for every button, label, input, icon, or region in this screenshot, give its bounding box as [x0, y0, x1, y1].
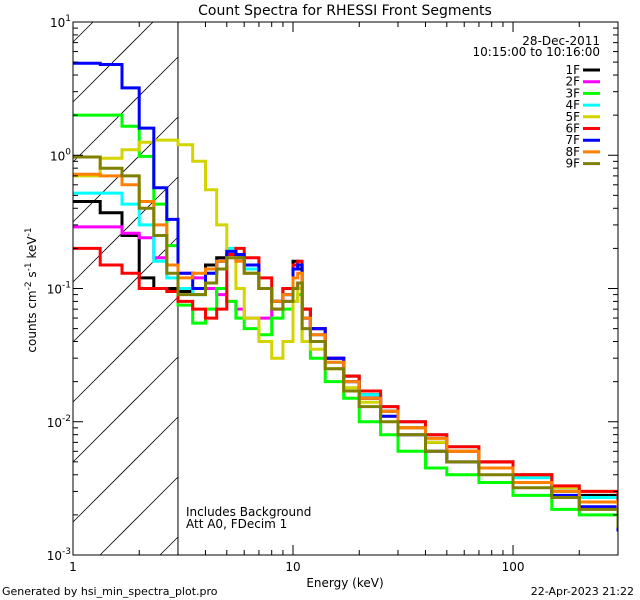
series-9F	[73, 155, 618, 528]
legend-label-8F: 8F	[565, 145, 580, 159]
legend-label-9F: 9F	[565, 157, 580, 171]
y-tick-label: 101	[50, 14, 71, 30]
series-7F	[73, 61, 618, 532]
hatch-line	[72, 176, 179, 283]
hatch-line	[72, 356, 179, 463]
legend-label-3F: 3F	[565, 86, 580, 100]
x-axis-label: Energy (keV)	[306, 576, 383, 590]
y-axis-label: counts cm-2 s-1 keV-1	[24, 227, 39, 352]
axis-ticks	[72, 22, 619, 556]
hatch-line	[72, 296, 179, 403]
hatch-line	[72, 236, 179, 343]
chart-title: Count Spectra for RHESSI Front Segments	[198, 3, 492, 19]
time-range-label: 10:15:00 to 10:16:00	[473, 45, 600, 59]
footer-generated-by: Generated by hsi_min_spectra_plot.pro	[2, 585, 218, 598]
legend-label-6F: 6F	[565, 122, 580, 136]
footer-timestamp: 22-Apr-2023 21:22	[531, 585, 634, 598]
annotation-attenuator: Att A0, FDecim 1	[186, 517, 287, 531]
hatch-line	[72, 21, 154, 103]
hatch-line	[72, 56, 179, 163]
legend-label-5F: 5F	[565, 110, 580, 124]
x-tick-label: 100	[502, 560, 525, 574]
series-6F	[73, 246, 618, 510]
hatch-line	[72, 21, 94, 43]
y-tick-label: 10-1	[47, 281, 71, 297]
legend-label-7F: 7F	[565, 133, 580, 147]
legend-label-4F: 4F	[565, 98, 580, 112]
hatch-line	[72, 116, 179, 223]
annotation-background: Includes Background	[186, 505, 311, 519]
y-tick-label: 100	[50, 147, 71, 163]
hatch-line	[159, 536, 179, 556]
y-tick-label: 10-2	[47, 414, 71, 430]
series-group	[73, 61, 618, 532]
x-tick-label: 10	[285, 560, 300, 574]
hatch-line	[72, 416, 179, 523]
date-label: 28-Dec-2011	[522, 34, 600, 48]
legend-label-1F: 1F	[565, 63, 580, 77]
series-4F	[73, 191, 618, 515]
legend-label-2F: 2F	[565, 75, 580, 89]
y-tick-label: 10-3	[47, 547, 71, 563]
x-tick-label: 1	[69, 560, 77, 574]
hatch-line	[99, 476, 179, 556]
